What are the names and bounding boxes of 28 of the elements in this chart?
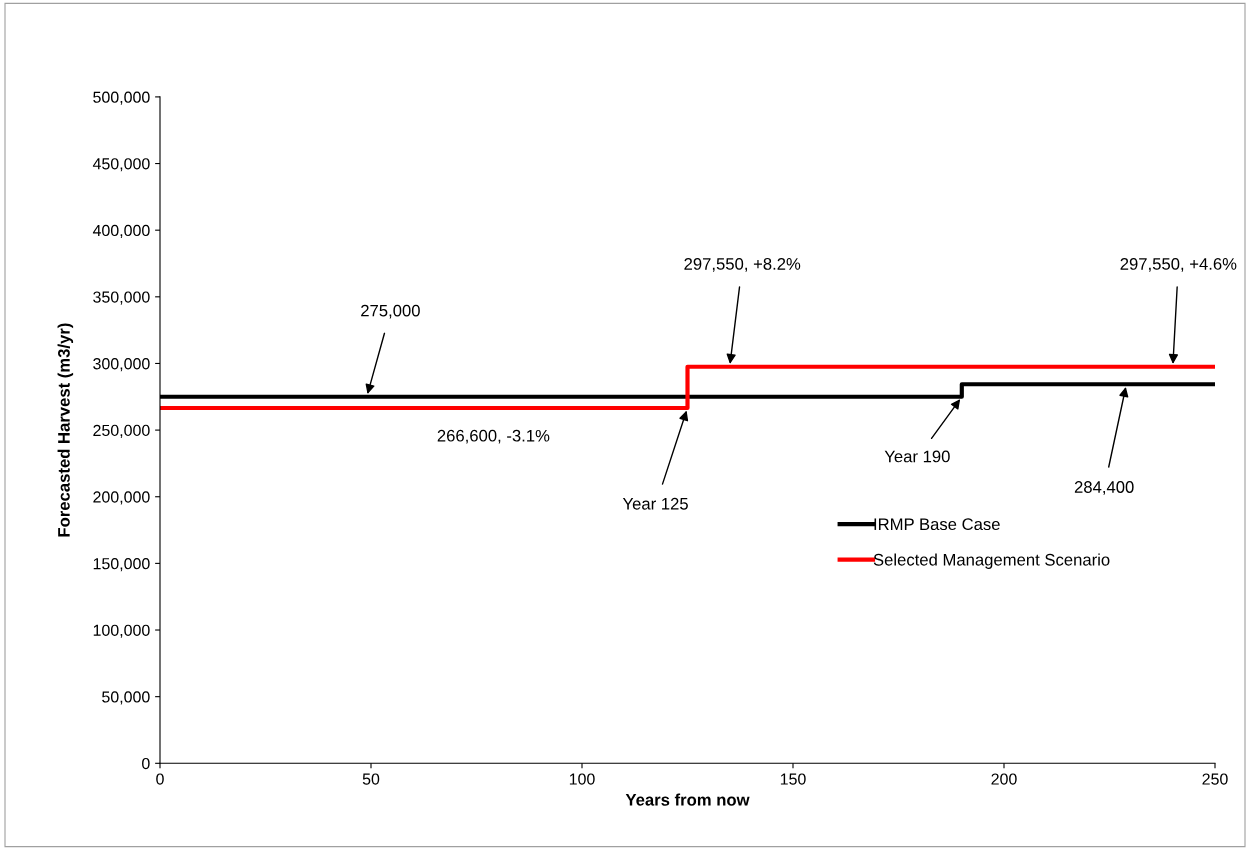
y-tick-label: 400,000	[92, 224, 150, 239]
x-tick-label: 200	[991, 773, 1017, 785]
annotation: 275,000	[361, 304, 420, 319]
x-tick-label: 100	[569, 773, 595, 785]
y-tick-label: 450,000	[92, 158, 150, 172]
x-tick-label: 50	[362, 773, 380, 785]
x-axis-title: Years from now	[625, 793, 750, 806]
y-tick-label: 250,000	[93, 424, 150, 438]
y-tick-label: 100,000	[93, 624, 150, 638]
y-tick-label: 200,000	[93, 491, 150, 505]
annotation: 297,550, +4.6%	[1120, 258, 1237, 272]
annotation: 284,400	[1074, 481, 1134, 495]
x-tick-label: 150	[780, 773, 806, 785]
legend-label: Selected Management Scenario	[873, 553, 1110, 569]
y-tick-label: 350,000	[93, 291, 150, 305]
x-tick-label: 250	[1202, 773, 1228, 785]
y-tick-label: 150,000	[93, 558, 150, 572]
x-tick-label: 0	[156, 773, 164, 785]
y-tick-label: 50,000	[102, 691, 150, 705]
annotation: 266,600, -3.1%	[437, 429, 550, 444]
y-tick-label: 0	[142, 757, 150, 770]
y-tick-label: 500,000	[93, 91, 150, 105]
annotation: Year 190	[884, 450, 950, 463]
y-tick-label: 300,000	[93, 358, 150, 372]
y-axis-title: Forecasted Harvest (m3/yr)	[57, 323, 74, 537]
legend-label: IRMP Base Case	[874, 518, 1000, 531]
annotation: 297,550, +8.2%	[684, 258, 801, 272]
annotation: Year 125	[622, 497, 688, 510]
